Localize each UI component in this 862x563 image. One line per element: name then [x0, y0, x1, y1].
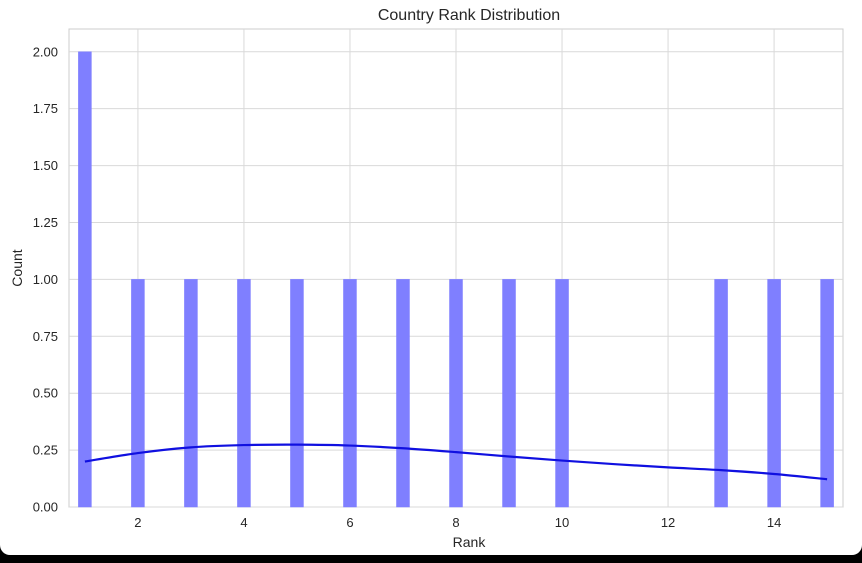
x-axis-label: Rank	[453, 534, 487, 550]
histogram-bar	[290, 279, 304, 508]
x-tick-label: 10	[555, 515, 569, 530]
y-tick-label: 2.00	[33, 44, 58, 59]
histogram-bar	[502, 279, 516, 508]
y-tick-label: 0.00	[33, 500, 58, 515]
x-tick-label: 14	[767, 515, 781, 530]
histogram-bar	[131, 279, 145, 508]
x-tick-label: 6	[346, 515, 353, 530]
chart-title: Country Rank Distribution	[378, 7, 560, 24]
histogram-bar	[237, 279, 251, 508]
histogram-bar	[555, 279, 569, 508]
x-tick-label: 2	[134, 515, 141, 530]
histogram-bar	[714, 279, 728, 508]
axes-layer: 2 4 6 8 10 12 14 0.00 0.25 0.50 0.75 1.00 1.25 1.50 1.…	[33, 44, 782, 530]
histogram-bar	[343, 279, 357, 508]
x-tick-label: 4	[240, 515, 247, 530]
histogram-bar	[396, 279, 410, 508]
histogram-bar	[449, 279, 463, 508]
y-tick-label: 1.75	[33, 101, 58, 116]
kde-line	[84, 443, 828, 481]
y-tick-label: 1.25	[33, 215, 58, 230]
kde-layer	[84, 443, 828, 481]
x-tick-label: 8	[452, 515, 459, 530]
histogram-bar	[78, 51, 92, 508]
histogram-bar	[820, 279, 834, 508]
histogram-bar	[184, 279, 198, 508]
histogram-bar	[767, 279, 781, 508]
bars-layer	[78, 51, 834, 508]
y-tick-label: 0.25	[33, 443, 58, 458]
y-tick-label: 0.50	[33, 386, 58, 401]
y-tick-label: 0.75	[33, 329, 58, 344]
y-tick-label: 1.50	[33, 158, 58, 173]
x-tick-label: 12	[661, 515, 675, 530]
y-axis-label: Count	[9, 249, 25, 286]
y-tick-label: 1.00	[33, 272, 58, 287]
